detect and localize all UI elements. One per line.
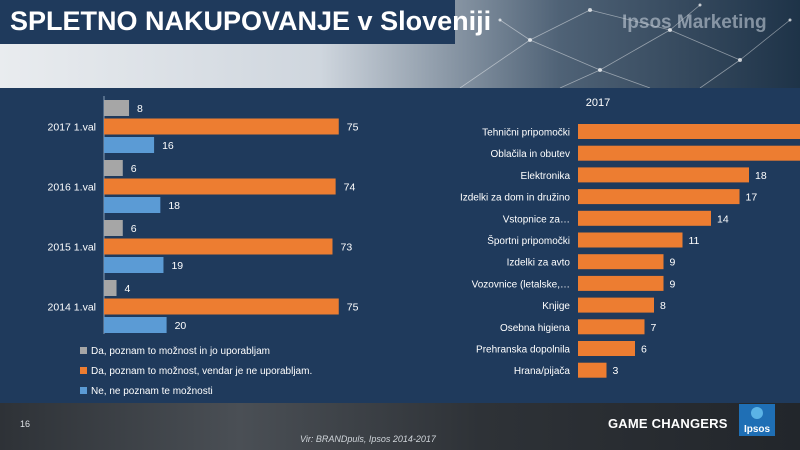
category-label: Elektronika [521,171,571,182]
category-label: 2016 1.val [48,182,96,194]
bar [104,238,333,255]
legend-label: Da, poznam to možnost, vendar je ne upor… [91,366,312,377]
category-label: Knjige [542,301,570,312]
data-label: 75 [347,122,359,134]
bar [578,189,740,205]
category-label: Hrana/pijača [514,366,571,377]
data-label: 3 [613,365,619,377]
data-label: 73 [340,242,352,254]
data-label: 19 [171,260,183,272]
data-label: 7 [651,322,657,334]
data-label: 18 [168,200,180,212]
data-label: 11 [689,235,700,247]
legend-label: Ne, ne poznam te možnosti [91,386,213,397]
brand-watermark: Ipsos Marketing [622,12,767,33]
bar [104,298,339,315]
data-label: 9 [670,278,676,290]
bar [104,118,339,135]
bar [104,317,167,333]
bar [578,124,800,139]
bar [104,257,164,273]
data-label: 74 [344,182,356,194]
bar [104,137,155,153]
bar [578,341,635,356]
page-title: SPLETNO NAKUPOVANJE v Sloveniji [10,6,492,36]
bar [578,145,800,161]
category-label: Izdelki za avto [507,258,571,269]
category-label: Vozovnice (letalske,… [472,279,570,290]
category-label: Športni pripomočki [487,234,570,247]
footer [0,403,800,450]
ipsos-logo: Ipsos [739,404,775,436]
category-label: Oblačila in obutev [491,149,571,160]
category-label: Osebna higiena [500,323,570,334]
data-label: 18 [755,170,767,182]
data-label: 6 [131,163,137,175]
category-label: 2014 1.val [48,302,96,314]
legend-swatch [80,347,87,354]
data-label: 8 [660,300,666,312]
chart-title: 2017 [586,97,610,109]
category-label: Vstopnice za… [503,214,570,225]
bar [104,220,123,236]
tagline: GAME CHANGERS [608,416,728,431]
category-label: Tehnični pripomočki [482,128,570,139]
bar [104,178,336,195]
bar [578,254,664,270]
bar [578,167,749,183]
bar [104,197,161,213]
bar [104,100,130,116]
data-label: 4 [125,283,131,295]
source-note: Vir: BRANDpuls, Ipsos 2014-2017 [300,434,436,444]
bar [104,160,123,176]
bar [578,232,683,248]
bar [578,362,607,378]
header: SPLETNO NAKUPOVANJE v Sloveniji Ipsos Ma… [0,0,800,88]
data-label: 9 [670,257,676,269]
legend-swatch [80,387,87,394]
awareness-bar-chart: 2017 1.val 8 75 16 2016 1.val 6 74 18 2015 1.val… [48,96,359,397]
category-label: 2017 1.val [48,122,96,134]
category-label: Prehranska dopolnila [476,345,570,356]
legend-label: Da, poznam to možnost in jo uporabljam [91,346,270,357]
data-label: 14 [717,213,729,225]
bar [578,319,645,335]
bar [104,280,117,296]
category-label: Izdelki za dom in družino [460,193,570,204]
title-box: SPLETNO NAKUPOVANJE v Sloveniji [0,0,491,44]
category-label: 2015 1.val [48,242,96,254]
data-label: 20 [175,320,187,332]
bar [578,210,711,226]
data-label: 6 [641,344,647,356]
data-label: 8 [137,103,143,115]
data-label: 16 [162,140,174,152]
data-label: 6 [131,223,137,235]
data-label: 75 [347,302,359,314]
logo-text: Ipsos [744,424,771,435]
data-label: 17 [746,192,758,204]
chart-panel: 2017 1.val 8 75 16 2016 1.val 6 74 18 2015 1.val… [0,88,800,403]
page-number: 16 [20,419,31,429]
network-graphic-icon [459,3,792,88]
legend-swatch [80,367,87,374]
bar [578,297,654,313]
bar [578,275,664,291]
